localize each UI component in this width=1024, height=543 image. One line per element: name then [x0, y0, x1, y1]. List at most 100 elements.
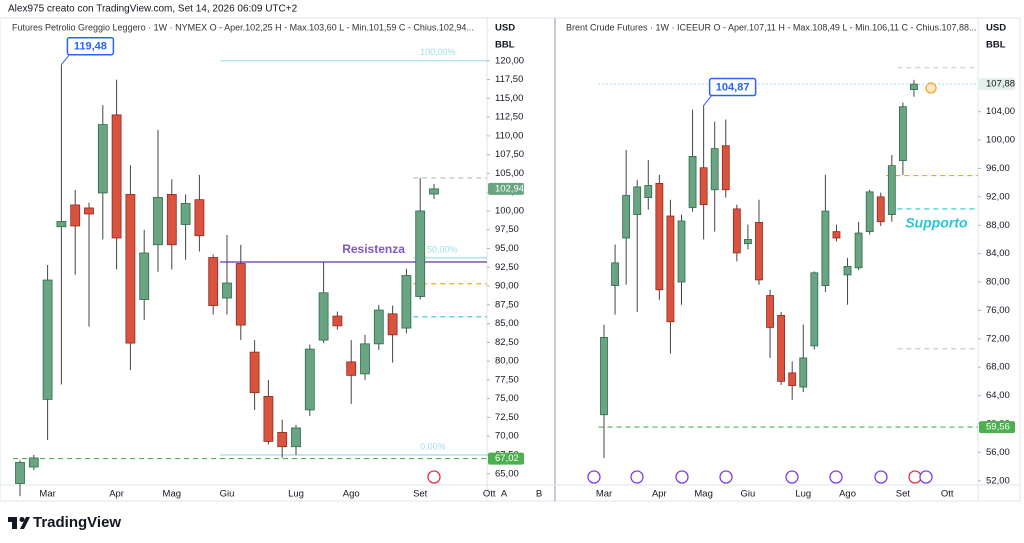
candle-body: [346, 361, 357, 376]
y-tick-label: 87,50: [495, 299, 519, 310]
candle-body: [304, 348, 315, 411]
logo-mark: [20, 517, 30, 529]
candle-body: [821, 210, 830, 286]
price-tag: [488, 452, 524, 465]
callout-pointer: [61, 54, 70, 66]
y-tick-label: 72,50: [495, 412, 519, 423]
last-price-label: 107,88: [986, 79, 1015, 90]
candle-body: [910, 83, 918, 91]
candle-body: [166, 194, 177, 246]
candle-body: [699, 167, 708, 206]
y-tick-label: 95,00: [495, 243, 519, 254]
x-tick-label: Giu: [220, 489, 235, 500]
event-icon[interactable]: [427, 470, 441, 484]
candle-body: [42, 279, 53, 400]
currency: USD: [986, 23, 1006, 34]
price-tag-label: 67,02: [495, 453, 519, 464]
candle-body: [111, 114, 122, 239]
currency: USD: [495, 23, 515, 34]
callout-pointer: [703, 95, 713, 106]
candle-body: [291, 427, 301, 448]
x-tick-label: Apr: [652, 489, 667, 500]
unit: BBL: [986, 40, 1006, 51]
event-icon[interactable]: [785, 470, 799, 484]
logo-mark: [19, 517, 25, 522]
candle-body: [153, 197, 163, 246]
candle-body: [28, 457, 39, 468]
candle-body: [611, 262, 619, 286]
event-icon[interactable]: [587, 470, 601, 484]
y-tick-label: 92,50: [495, 262, 519, 273]
candle-body: [655, 182, 664, 291]
candle-body: [360, 343, 370, 375]
event-icon[interactable]: [919, 470, 933, 484]
callout-box: [708, 77, 757, 97]
chart-title: Brent Crude Futures · 1W · ICEEUR O - Ap…: [566, 22, 977, 32]
candle-body: [744, 239, 752, 245]
price-tag: [979, 421, 1015, 434]
x-tick-label: Mar: [39, 489, 55, 500]
y-tick-label: 115,00: [495, 93, 523, 104]
candle-body: [810, 272, 819, 347]
event-icons: [427, 82, 937, 484]
candle-body: [898, 106, 907, 162]
candle-body: [15, 462, 25, 484]
event-icon[interactable]: [874, 470, 888, 484]
candle-body: [688, 155, 697, 208]
candle-body: [401, 275, 412, 329]
price-tag-label: 59,56: [986, 422, 1010, 433]
event-icon[interactable]: [829, 470, 843, 484]
level-label: 100,00%: [420, 47, 456, 57]
event-icon[interactable]: [925, 82, 937, 94]
callout-label: 119,48: [74, 41, 107, 53]
chart-title: Futures Petrolio Greggio Leggero · 1W · …: [12, 22, 474, 32]
x-tick-label: Ott: [483, 489, 496, 500]
candle-body: [208, 257, 219, 306]
candle-body: [194, 199, 205, 237]
candle-body: [332, 315, 343, 327]
candle-body: [84, 207, 94, 215]
x-tick-label: Lug: [795, 489, 811, 500]
level-label: Resistenza: [342, 242, 405, 256]
event-icon[interactable]: [630, 470, 644, 484]
y-tick-label: 100,00: [495, 205, 524, 216]
author-line: Alex975 creato con TradingView.com, Set …: [8, 4, 298, 15]
unit: BBL: [495, 40, 515, 51]
level-label: 0,00%: [420, 441, 446, 451]
y-tick-label: 105,00: [495, 168, 524, 179]
candle-body: [677, 220, 686, 283]
candle-body: [263, 396, 274, 442]
y-tick-label: 117,50: [495, 74, 523, 85]
candle-body: [70, 204, 81, 227]
frame: [0, 17, 1021, 502]
candle-body: [843, 266, 852, 276]
y-tick-label: 92,00: [986, 191, 1010, 202]
event-icon[interactable]: [719, 470, 733, 484]
candle-body: [125, 194, 136, 344]
x-tick-label: Set: [896, 489, 911, 500]
last-price-tag: [979, 78, 1015, 91]
axis-button[interactable]: B: [536, 489, 542, 500]
event-icon[interactable]: [908, 470, 922, 484]
y-tick-label: 96,00: [986, 163, 1010, 174]
candle-body: [732, 208, 741, 254]
y-tick-label: 110,00: [495, 130, 523, 141]
candle-body: [235, 263, 246, 326]
last-price-tag: [488, 182, 524, 195]
x-tick-label: Apr: [109, 489, 124, 500]
axis-button[interactable]: A: [501, 489, 508, 500]
last-price-label: 102,94: [495, 183, 524, 194]
y-tick-label: 68,00: [986, 362, 1010, 373]
x-tick-label: Set: [413, 489, 428, 500]
candle-body: [755, 222, 763, 281]
y-tick-label: 88,00: [986, 220, 1010, 231]
y-tick-label: 76,00: [986, 305, 1010, 316]
candle-body: [876, 196, 885, 223]
candle-body: [788, 372, 797, 387]
candle-body: [429, 188, 439, 195]
candle-body: [600, 336, 608, 416]
event-icon[interactable]: [675, 470, 689, 484]
y-tick-label: 120,00: [495, 55, 524, 66]
candle-body: [249, 351, 260, 394]
y-tick-label: 52,00: [986, 475, 1010, 486]
